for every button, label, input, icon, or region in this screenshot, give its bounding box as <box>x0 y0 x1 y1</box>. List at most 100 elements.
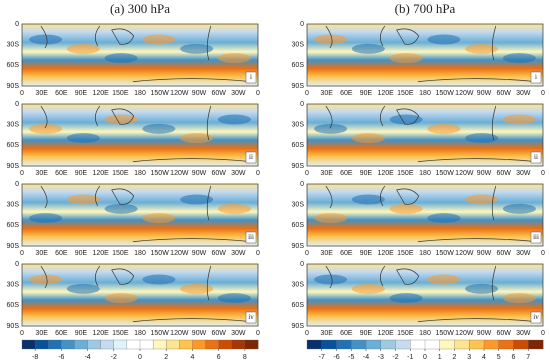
row-label-box <box>245 231 257 244</box>
lat-label: 60S <box>292 302 305 309</box>
colorbar-box <box>336 339 352 350</box>
colorbar-box <box>244 339 259 350</box>
lat-label: 60S <box>292 62 305 69</box>
lat-label: 0 <box>300 101 304 108</box>
colorbar-label: -1 <box>407 354 413 361</box>
map-anomaly <box>502 114 536 125</box>
coastline <box>40 105 251 163</box>
lat-label: 60S <box>7 62 20 69</box>
colorbar-label: 5 <box>497 354 501 361</box>
lon-label: 90W <box>192 330 207 337</box>
colorbar-box <box>179 339 193 350</box>
lon-label: 30W <box>516 250 531 257</box>
colorbar-box <box>152 339 167 350</box>
row-label-box <box>530 231 542 244</box>
lon-label: 60E <box>340 170 353 177</box>
colorbar-label: 4 <box>482 354 486 361</box>
colorbar-label: -4 <box>363 354 369 361</box>
lon-label: 60W <box>211 90 226 97</box>
map-anomaly <box>66 194 100 205</box>
lon-label: 30W <box>516 90 531 97</box>
map-anomaly <box>389 203 423 214</box>
colorbar-box <box>74 339 89 350</box>
lon-label: 0 <box>305 90 309 97</box>
lon-label: 120E <box>377 330 394 337</box>
lon-label: 150W <box>151 330 170 337</box>
map-anomaly <box>104 293 138 304</box>
colorbar-label: 7 <box>526 354 530 361</box>
lon-label: 30W <box>231 330 246 337</box>
panel-frame <box>306 183 544 247</box>
lon-label: 150E <box>112 170 129 177</box>
coastline <box>325 185 536 243</box>
lat-label: 30S <box>292 282 305 289</box>
colorbar-label: 3 <box>467 354 471 361</box>
map-field <box>307 184 543 246</box>
row-label-box <box>530 151 542 164</box>
lat-label: 60S <box>7 302 20 309</box>
lon-label: 60E <box>55 330 68 337</box>
colorbar-label: -8 <box>32 354 38 361</box>
map-anomaly <box>180 133 214 144</box>
lat-label: 30S <box>292 122 305 129</box>
colorbar-label: -2 <box>392 354 398 361</box>
lon-label: 150E <box>397 330 414 337</box>
map-anomaly <box>217 293 251 304</box>
row-label-box <box>245 151 257 164</box>
map-anomaly <box>465 283 499 294</box>
lon-label: 120E <box>377 170 394 177</box>
colorbar-box <box>513 339 529 350</box>
lat-label: 90S <box>292 163 305 170</box>
lon-label: 150E <box>397 170 414 177</box>
lon-label: 90W <box>192 250 207 257</box>
map-anomaly <box>29 274 63 285</box>
lat-label: 0 <box>15 101 19 108</box>
lon-label: 0 <box>541 170 545 177</box>
lon-label: 0 <box>305 250 309 257</box>
colorbar-box <box>48 339 62 350</box>
row-label-box <box>245 311 257 324</box>
colorbar-box <box>439 339 455 350</box>
colorbar-box <box>126 339 141 350</box>
lon-label: 30W <box>231 90 246 97</box>
colorbar-box <box>454 339 470 350</box>
lon-label: 30W <box>231 250 246 257</box>
map-anomaly <box>427 213 461 224</box>
map-anomaly <box>351 43 385 54</box>
lon-label: 90E <box>75 330 88 337</box>
lat-label: 0 <box>300 261 304 268</box>
lon-label: 0 <box>541 250 545 257</box>
colorbar-label: 2 <box>453 354 457 361</box>
map-anomaly <box>142 123 176 134</box>
lon-label: 120W <box>170 250 189 257</box>
colorbar-label: -2 <box>111 354 117 361</box>
colorbar-box <box>351 339 367 350</box>
lon-label: 60E <box>340 330 353 337</box>
lon-label: 150W <box>151 170 170 177</box>
row-label-box <box>530 311 542 324</box>
map-anomaly <box>351 283 385 294</box>
lon-label: 180 <box>134 250 146 257</box>
map-anomaly <box>142 274 176 285</box>
map-anomaly <box>351 133 385 144</box>
lon-label: 30W <box>516 330 531 337</box>
map-field <box>22 24 258 86</box>
lon-label: 120W <box>170 90 189 97</box>
colorbar-label: -3 <box>378 354 384 361</box>
panel-frame <box>21 23 259 87</box>
panel-frame <box>306 23 544 87</box>
lon-label: 30E <box>320 250 333 257</box>
colorbar-label: -5 <box>348 354 354 361</box>
lat-label: 90S <box>7 243 20 250</box>
map-anomaly <box>389 114 423 125</box>
lon-label: 0 <box>541 330 545 337</box>
lon-label: 30W <box>231 170 246 177</box>
lon-label: 30E <box>320 330 333 337</box>
colorbar-box <box>424 339 441 350</box>
lon-label: 60W <box>496 250 511 257</box>
row-label: iv <box>533 313 539 321</box>
lat-label: 0 <box>300 181 304 188</box>
coastline <box>40 25 251 83</box>
